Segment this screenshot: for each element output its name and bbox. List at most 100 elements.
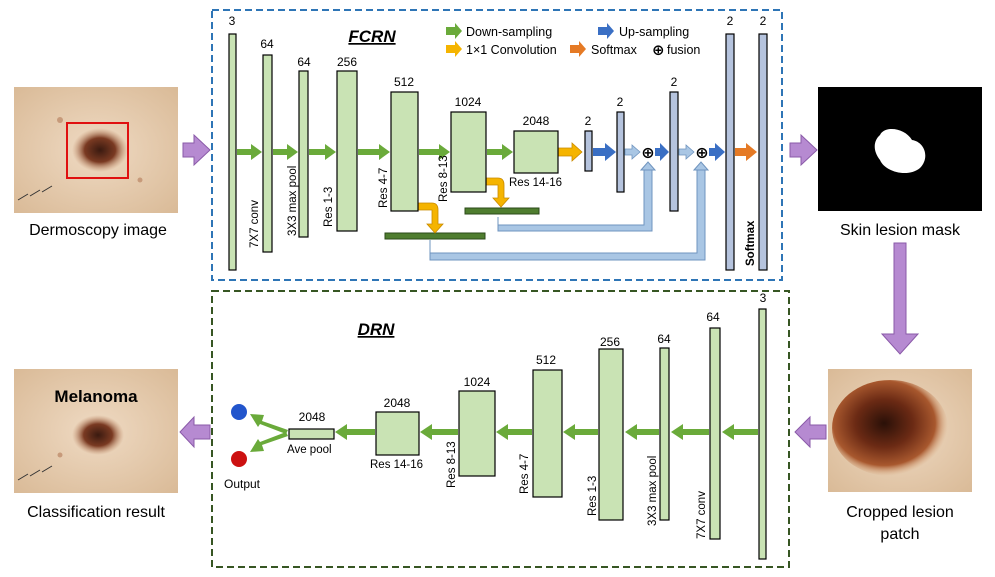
fcrn-name-11: Softmax	[745, 220, 757, 266]
drn-layer-res1-3	[598, 348, 624, 521]
legend-softmax-label: Softmax	[591, 43, 638, 57]
purple-arrow-down	[880, 242, 920, 355]
drn-container	[211, 290, 790, 568]
conv-arrow-2048	[557, 142, 583, 162]
fcrn-ch-1: 64	[260, 37, 274, 51]
drn-title: DRN	[358, 320, 396, 339]
fcrn-down-arrow-4	[358, 144, 390, 160]
purple-arrow-result	[179, 415, 211, 449]
drn-arrow-7	[335, 424, 375, 440]
drn-ch-4: 512	[536, 353, 556, 367]
fcrn-name-2: 3X3 max pool	[287, 166, 299, 236]
conv-bar-1024	[464, 207, 540, 215]
fcrn-ch-6: 2048	[523, 114, 550, 128]
fcrn-ch-9: 2	[671, 75, 678, 89]
drn-name-1: 7X7 conv	[696, 491, 708, 539]
fcrn-title: FCRN	[348, 27, 396, 46]
fcrn-name-3: Res 1-3	[323, 187, 335, 227]
skin-lesion-mask-image	[818, 87, 982, 211]
fcrn-ch-10: 2	[727, 14, 734, 28]
conv-arrow-1024	[485, 177, 510, 208]
fcrn-layer-maxpool	[298, 70, 309, 238]
fcrn-container	[211, 9, 783, 281]
drn-layer-avepool	[288, 428, 335, 440]
drn-layer-res14-16	[375, 411, 420, 456]
fcrn-ch-2: 64	[297, 55, 311, 69]
output-red-circle	[231, 451, 247, 467]
fcrn-layer-res8-13	[450, 111, 487, 193]
skip-arrowhead-2	[692, 161, 710, 171]
drn-layer-res4-7	[532, 369, 563, 498]
fcrn-down-arrow-6	[487, 144, 513, 160]
legend-up-label: Up-sampling	[619, 25, 689, 39]
fcrn-layer-up3	[669, 91, 679, 212]
drn-name-5: Res 8-13	[446, 441, 458, 488]
purple-arrow-cropped	[794, 415, 827, 449]
fusion-icon-1: ⊕	[641, 145, 654, 162]
drn-layer-input	[758, 308, 767, 560]
fcrn-layer-res1-3	[336, 70, 358, 232]
fcrn-down-arrow-2	[273, 144, 298, 160]
fcrn-link-arrow-2	[678, 144, 695, 160]
drn-name-2: 3X3 max pool	[647, 456, 659, 526]
drn-name-4: Res 4-7	[519, 454, 531, 494]
fcrn-name-5: Res 8-13	[438, 155, 450, 202]
drn-ch-1: 64	[706, 310, 720, 324]
fcrn-down-arrow-1	[237, 144, 262, 160]
legend-up-arrow	[598, 23, 614, 39]
legend-softmax-arrow	[570, 41, 586, 57]
drn-ch-0: 3	[760, 291, 767, 305]
fcrn-name-1: 7X7 conv	[249, 200, 261, 248]
skip-arrowhead-1	[639, 161, 657, 171]
fcrn-name-6: Res 14-16	[509, 177, 562, 189]
drn-ch-5: 1024	[464, 375, 491, 389]
fcrn-ch-4: 512	[394, 75, 414, 89]
fcrn-up-arrow-2	[655, 143, 669, 161]
drn-ch-7: 2048	[299, 410, 326, 424]
legend-fusion-label: fusion	[667, 43, 700, 57]
drn-name-6: Res 14-16	[370, 459, 423, 471]
drn-ch-2: 64	[657, 332, 671, 346]
classification-caption: Classification result	[27, 504, 165, 521]
fcrn-down-arrow-5	[419, 144, 450, 160]
legend-down-label: Down-sampling	[466, 25, 552, 39]
drn-name-7: Ave pool	[287, 444, 332, 456]
output-label: Output	[224, 477, 261, 491]
dermoscopy-caption: Dermoscopy image	[29, 222, 167, 239]
fusion-icon-2: ⊕	[695, 145, 708, 162]
legend-conv-label: 1×1 Convolution	[466, 43, 557, 57]
fcrn-layer-up2	[616, 111, 625, 193]
drn-arrow-5	[496, 424, 532, 440]
drn-layer-conv7	[709, 327, 721, 540]
fcrn-softmax-arrow	[735, 143, 757, 161]
legend-fusion-icon: ⊕	[652, 42, 665, 59]
drn-name-3: Res 1-3	[587, 476, 599, 516]
fcrn-layer-up1	[584, 130, 593, 172]
drn-layer-maxpool	[659, 347, 670, 521]
fcrn-layer-softmax	[758, 33, 768, 271]
fcrn-up-arrow-3	[709, 143, 725, 161]
lesion-bounding-box	[66, 122, 129, 179]
fcrn-ch-3: 256	[337, 55, 357, 69]
fcrn-layer-up4	[725, 33, 735, 271]
legend-down-arrow	[446, 23, 462, 39]
conv-bar-512	[384, 232, 486, 240]
fcrn-link-arrow-1	[624, 144, 641, 160]
fcrn-ch-8: 2	[617, 95, 624, 109]
drn-output-arrow-down	[250, 432, 288, 452]
fcrn-ch-7: 2	[585, 114, 592, 128]
fcrn-layer-res4-7	[390, 91, 419, 212]
dermoscopy-image	[14, 87, 178, 213]
cropped-lesion-image	[828, 369, 972, 492]
fcrn-ch-5: 1024	[455, 95, 482, 109]
classification-image	[14, 369, 178, 493]
drn-layer-res8-13	[458, 390, 496, 477]
fcrn-layer-input	[228, 33, 237, 271]
drn-ch-6: 2048	[384, 396, 411, 410]
drn-arrow-2	[671, 424, 709, 440]
drn-output-arrow-up	[250, 414, 288, 434]
fcrn-legend: Down-sampling Up-sampling 1×1 Convolutio…	[446, 23, 700, 59]
fcrn-down-arrow-3	[309, 144, 336, 160]
drn-arrow-3	[625, 424, 659, 440]
